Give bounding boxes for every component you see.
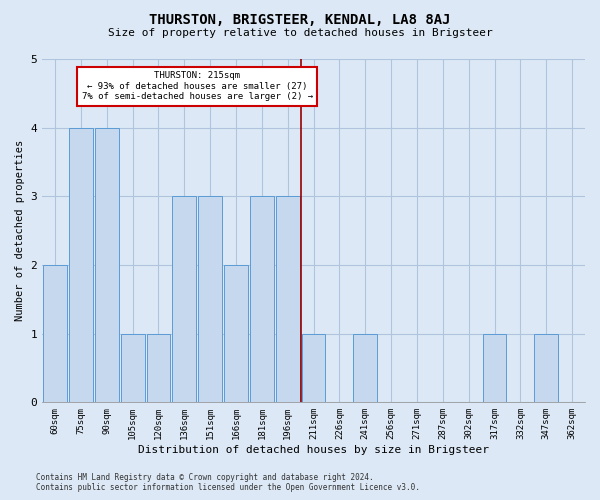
Bar [482,334,506,402]
Bar [535,334,558,402]
Bar [43,265,67,402]
Bar [69,128,93,402]
Text: THURSTON: 215sqm
← 93% of detached houses are smaller (27)
7% of semi-detached h: THURSTON: 215sqm ← 93% of detached house… [82,72,313,101]
Bar [121,334,145,402]
Bar [224,265,248,402]
Bar [172,196,196,402]
Bar [302,334,325,402]
Bar [95,128,119,402]
Bar [146,334,170,402]
Text: THURSTON, BRIGSTEER, KENDAL, LA8 8AJ: THURSTON, BRIGSTEER, KENDAL, LA8 8AJ [149,12,451,26]
Text: Size of property relative to detached houses in Brigsteer: Size of property relative to detached ho… [107,28,493,38]
Bar [353,334,377,402]
Bar [250,196,274,402]
Bar [276,196,299,402]
Text: Contains HM Land Registry data © Crown copyright and database right 2024.
Contai: Contains HM Land Registry data © Crown c… [36,473,420,492]
Y-axis label: Number of detached properties: Number of detached properties [15,140,25,322]
Bar [198,196,222,402]
X-axis label: Distribution of detached houses by size in Brigsteer: Distribution of detached houses by size … [138,445,489,455]
